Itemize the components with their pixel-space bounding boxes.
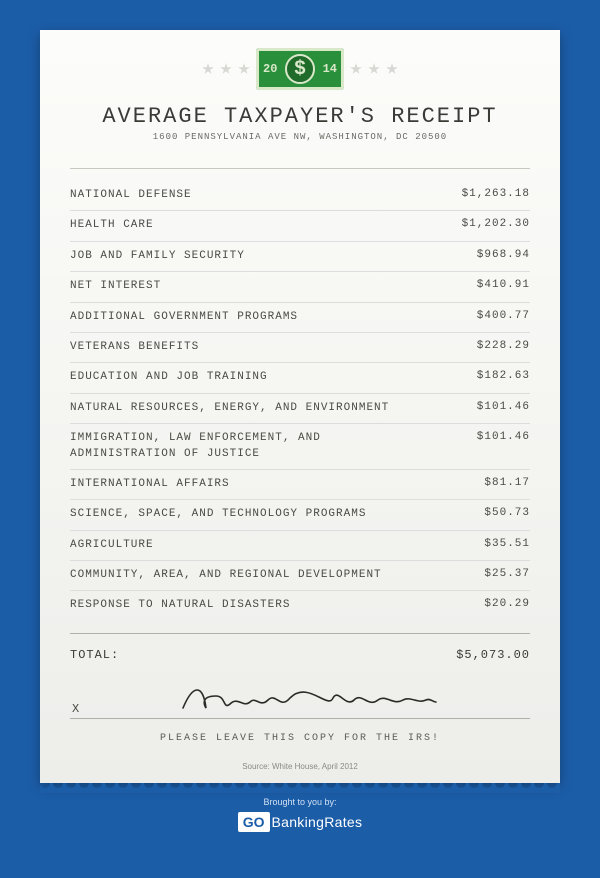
line-item: NATIONAL DEFENSE $1,263.18	[70, 181, 530, 211]
line-item-label: HEALTH CARE	[70, 218, 154, 233]
signature-block: X PLEASE LEAVE THIS COPY FOR THE IRS! So…	[40, 672, 560, 771]
line-item: SCIENCE, SPACE, AND TECHNOLOGY PROGRAMS $…	[70, 500, 530, 530]
star-icon	[238, 63, 250, 75]
line-item-amount: $35.51	[484, 538, 530, 550]
line-item-label: EDUCATION AND JOB TRAINING	[70, 370, 268, 385]
receipt-address: 1600 PENNSYLVANIA AVE NW, WASHINGTON, DC…	[60, 132, 540, 142]
line-item-label: SCIENCE, SPACE, AND TECHNOLOGY PROGRAMS	[70, 507, 366, 522]
line-item-label: JOB AND FAMILY SECURITY	[70, 249, 245, 264]
line-item: COMMUNITY, AREA, AND REGIONAL DEVELOPMEN…	[70, 561, 530, 591]
source-text: Source: White House, April 2012	[70, 762, 530, 771]
line-item-label: RESPONSE TO NATURAL DISASTERS	[70, 598, 290, 613]
line-item-label: NATURAL RESOURCES, ENERGY, AND ENVIRONME…	[70, 401, 389, 416]
line-item-label: IMMIGRATION, LAW ENFORCEMENT, AND ADMINI…	[70, 431, 390, 462]
star-icon	[202, 63, 214, 75]
receipt: 20 $ 14 AVERAGE TAXPAYER'S RECEIPT 1600 …	[40, 30, 560, 783]
line-item-amount: $50.73	[484, 507, 530, 519]
line-item-amount: $1,202.30	[462, 218, 530, 230]
line-item: INTERNATIONAL AFFAIRS $81.17	[70, 470, 530, 500]
line-item-amount: $1,263.18	[462, 188, 530, 200]
star-icon	[368, 63, 380, 75]
line-item: EDUCATION AND JOB TRAINING $182.63	[70, 363, 530, 393]
total-row: TOTAL: $5,073.00	[40, 634, 560, 672]
brand-logo: GO BankingRates	[238, 812, 363, 832]
line-item: NET INTEREST $410.91	[70, 272, 530, 302]
bill-year-right: 14	[323, 62, 337, 76]
total-amount: $5,073.00	[456, 648, 530, 662]
brought-label: Brought to you by:	[238, 797, 363, 807]
line-item: RESPONSE TO NATURAL DISASTERS $20.29	[70, 591, 530, 620]
brand-go: GO	[238, 812, 270, 832]
total-label: TOTAL:	[70, 648, 119, 662]
signature-x: X	[72, 702, 79, 716]
star-icon	[386, 63, 398, 75]
line-item-label: VETERANS BENEFITS	[70, 340, 199, 355]
line-item: ADDITIONAL GOVERNMENT PROGRAMS $400.77	[70, 303, 530, 333]
leave-copy-text: PLEASE LEAVE THIS COPY FOR THE IRS!	[70, 733, 530, 744]
line-item-amount: $968.94	[477, 249, 530, 261]
stars-row: 20 $ 14	[60, 48, 540, 90]
line-item: IMMIGRATION, LAW ENFORCEMENT, AND ADMINI…	[70, 424, 530, 470]
line-item-label: NET INTEREST	[70, 279, 161, 294]
signature	[87, 676, 528, 716]
line-item: AGRICULTURE $35.51	[70, 531, 530, 561]
brand-rest: BankingRates	[272, 814, 363, 830]
line-item-amount: $182.63	[477, 370, 530, 382]
line-item: HEALTH CARE $1,202.30	[70, 211, 530, 241]
star-icon	[350, 63, 362, 75]
bill-year-left: 20	[263, 62, 277, 76]
line-item-amount: $25.37	[484, 568, 530, 580]
line-item: NATURAL RESOURCES, ENERGY, AND ENVIRONME…	[70, 394, 530, 424]
line-item-amount: $410.91	[477, 279, 530, 291]
line-item-amount: $81.17	[484, 477, 530, 489]
line-item-label: NATIONAL DEFENSE	[70, 188, 192, 203]
line-item-amount: $20.29	[484, 598, 530, 610]
line-item-amount: $400.77	[477, 310, 530, 322]
line-item-label: ADDITIONAL GOVERNMENT PROGRAMS	[70, 310, 298, 325]
receipt-header: 20 $ 14 AVERAGE TAXPAYER'S RECEIPT 1600 …	[40, 30, 560, 154]
bill-seal: $	[285, 54, 315, 84]
line-item-amount: $101.46	[477, 401, 530, 413]
star-icon	[220, 63, 232, 75]
line-item-label: AGRICULTURE	[70, 538, 154, 553]
line-item: VETERANS BENEFITS $228.29	[70, 333, 530, 363]
line-item: JOB AND FAMILY SECURITY $968.94	[70, 242, 530, 272]
receipt-title: AVERAGE TAXPAYER'S RECEIPT	[60, 104, 540, 129]
signature-line: X	[70, 676, 530, 719]
dollar-bill-icon: 20 $ 14	[256, 48, 344, 90]
line-item-amount: $228.29	[477, 340, 530, 352]
line-item-label: COMMUNITY, AREA, AND REGIONAL DEVELOPMEN…	[70, 568, 382, 583]
items-list: NATIONAL DEFENSE $1,263.18 HEALTH CARE $1,2…	[40, 169, 560, 627]
line-item-label: INTERNATIONAL AFFAIRS	[70, 477, 230, 492]
line-item-amount: $101.46	[477, 431, 530, 443]
